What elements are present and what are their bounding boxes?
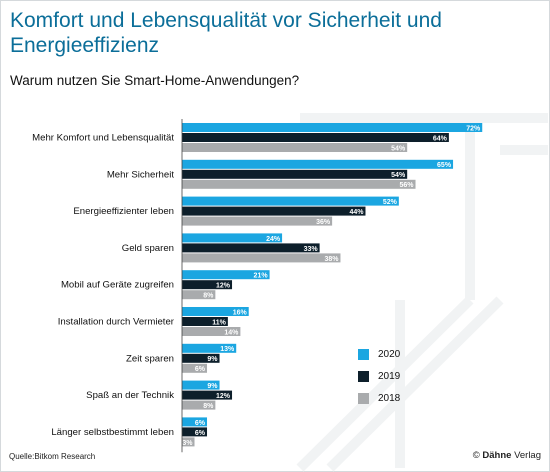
bar-value-label: 54% <box>391 145 406 152</box>
chart-title: Komfort und Lebensqualität vor Sicherhei… <box>10 9 442 57</box>
bar-value-label: 36% <box>316 219 331 226</box>
bar-2020 <box>182 270 270 280</box>
bar-value-label: 16% <box>233 309 248 316</box>
bar-value-label: 8% <box>203 403 214 410</box>
bar-2018 <box>182 179 416 189</box>
bar-value-label: 54% <box>391 172 406 179</box>
legend-label-2018: 2018 <box>378 392 401 404</box>
copyright-symbol: © <box>472 450 480 461</box>
legend-item-2019: 2019 <box>358 368 400 384</box>
legend-item-2020: 2020 <box>358 346 400 362</box>
publisher-suffix: Verlag <box>514 450 541 461</box>
category-label: Geld sparen <box>122 243 174 254</box>
bar-value-label: 12% <box>216 283 231 290</box>
bar-2019 <box>182 390 233 400</box>
publisher-credit: © Dähne Verlag <box>473 450 541 461</box>
bar-value-label: 14% <box>224 329 239 336</box>
bar-2018 <box>182 437 195 447</box>
bars: 72% 64% 54% 65% 54% 56% 52% 44% 36% 24% 33% 38% 21% 1… <box>182 123 483 447</box>
category-label: Mehr Komfort und Lebensqualität <box>32 133 174 144</box>
bar-2019 <box>182 206 366 216</box>
background-decoration <box>296 113 548 472</box>
bar-2020 <box>182 196 399 206</box>
bar-2020 <box>182 159 454 169</box>
bar-value-label: 6% <box>195 420 206 427</box>
category-label: Installation durch Vermieter <box>58 317 175 328</box>
bar-2020 <box>182 307 249 316</box>
bar-value-label: 65% <box>437 162 452 169</box>
bar-2019 <box>182 353 220 363</box>
legend: 2020 2019 2018 <box>358 346 400 412</box>
bar-2018 <box>182 400 216 410</box>
bar-2020 <box>182 417 208 427</box>
category-label: Mobil auf Geräte zugreifen <box>61 280 174 291</box>
category-label: Spaß an der Technik <box>86 390 174 401</box>
bar-value-label: 12% <box>216 393 231 400</box>
bar-value-label: 13% <box>220 346 235 353</box>
bar-2018 <box>182 290 216 300</box>
category-label: Länger selbstbestimmt leben <box>51 427 174 438</box>
bar-value-label: 56% <box>400 182 415 189</box>
bar-2019 <box>182 169 408 179</box>
bar-value-label: 8% <box>203 293 214 300</box>
legend-label-2020: 2020 <box>378 348 401 360</box>
bar-value-label: 11% <box>212 319 226 326</box>
bar-value-label: 44% <box>349 209 364 216</box>
bar-2020 <box>182 123 483 132</box>
bar-2019 <box>182 317 228 326</box>
bar-value-label: 52% <box>383 199 398 206</box>
bar-value-label: 6% <box>195 366 206 373</box>
bar-value-label: 21% <box>254 273 269 280</box>
category-label: Zeit sparen <box>126 353 174 364</box>
bar-2019 <box>182 427 208 437</box>
bar-value-label: 3% <box>182 440 193 447</box>
legend-swatch-2018 <box>358 392 369 404</box>
decor-line <box>326 296 504 472</box>
chart-subtitle: Warum nutzen Sie Smart-Home-Anwendungen? <box>10 73 300 88</box>
bar-2020 <box>182 233 283 243</box>
bar-value-label: 38% <box>324 256 339 263</box>
bar-2018 <box>182 143 408 152</box>
legend-swatch-2020 <box>358 348 369 360</box>
bar-2018 <box>182 253 341 263</box>
legend-swatch-2019 <box>358 370 369 382</box>
category-label: Energieeffizienter leben <box>73 206 174 217</box>
bar-2019 <box>182 133 449 142</box>
bar-value-label: 9% <box>207 383 218 390</box>
bar-value-label: 72% <box>466 125 481 132</box>
bar-value-label: 64% <box>433 135 448 142</box>
decor-line <box>296 296 474 472</box>
bar-2018 <box>182 327 241 336</box>
bar-2018 <box>182 216 333 226</box>
publisher-name: Dähne <box>482 450 512 461</box>
bar-2019 <box>182 243 320 253</box>
bar-value-label: 33% <box>304 246 319 253</box>
category-labels: Mehr Komfort und Lebensqualität Mehr Sich… <box>32 133 175 438</box>
category-label: Mehr Sicherheit <box>107 169 175 180</box>
bar-2020 <box>182 380 220 390</box>
bar-value-label: 9% <box>207 356 218 363</box>
bar-2020 <box>182 343 237 353</box>
source-note: Quelle:Bitkom Research <box>9 452 96 461</box>
bar-value-label: 24% <box>266 236 281 243</box>
legend-item-2018: 2018 <box>358 390 400 406</box>
bar-value-label: 6% <box>195 430 206 437</box>
legend-label-2019: 2019 <box>378 370 401 382</box>
bar-2018 <box>182 363 208 373</box>
bar-2019 <box>182 280 233 290</box>
